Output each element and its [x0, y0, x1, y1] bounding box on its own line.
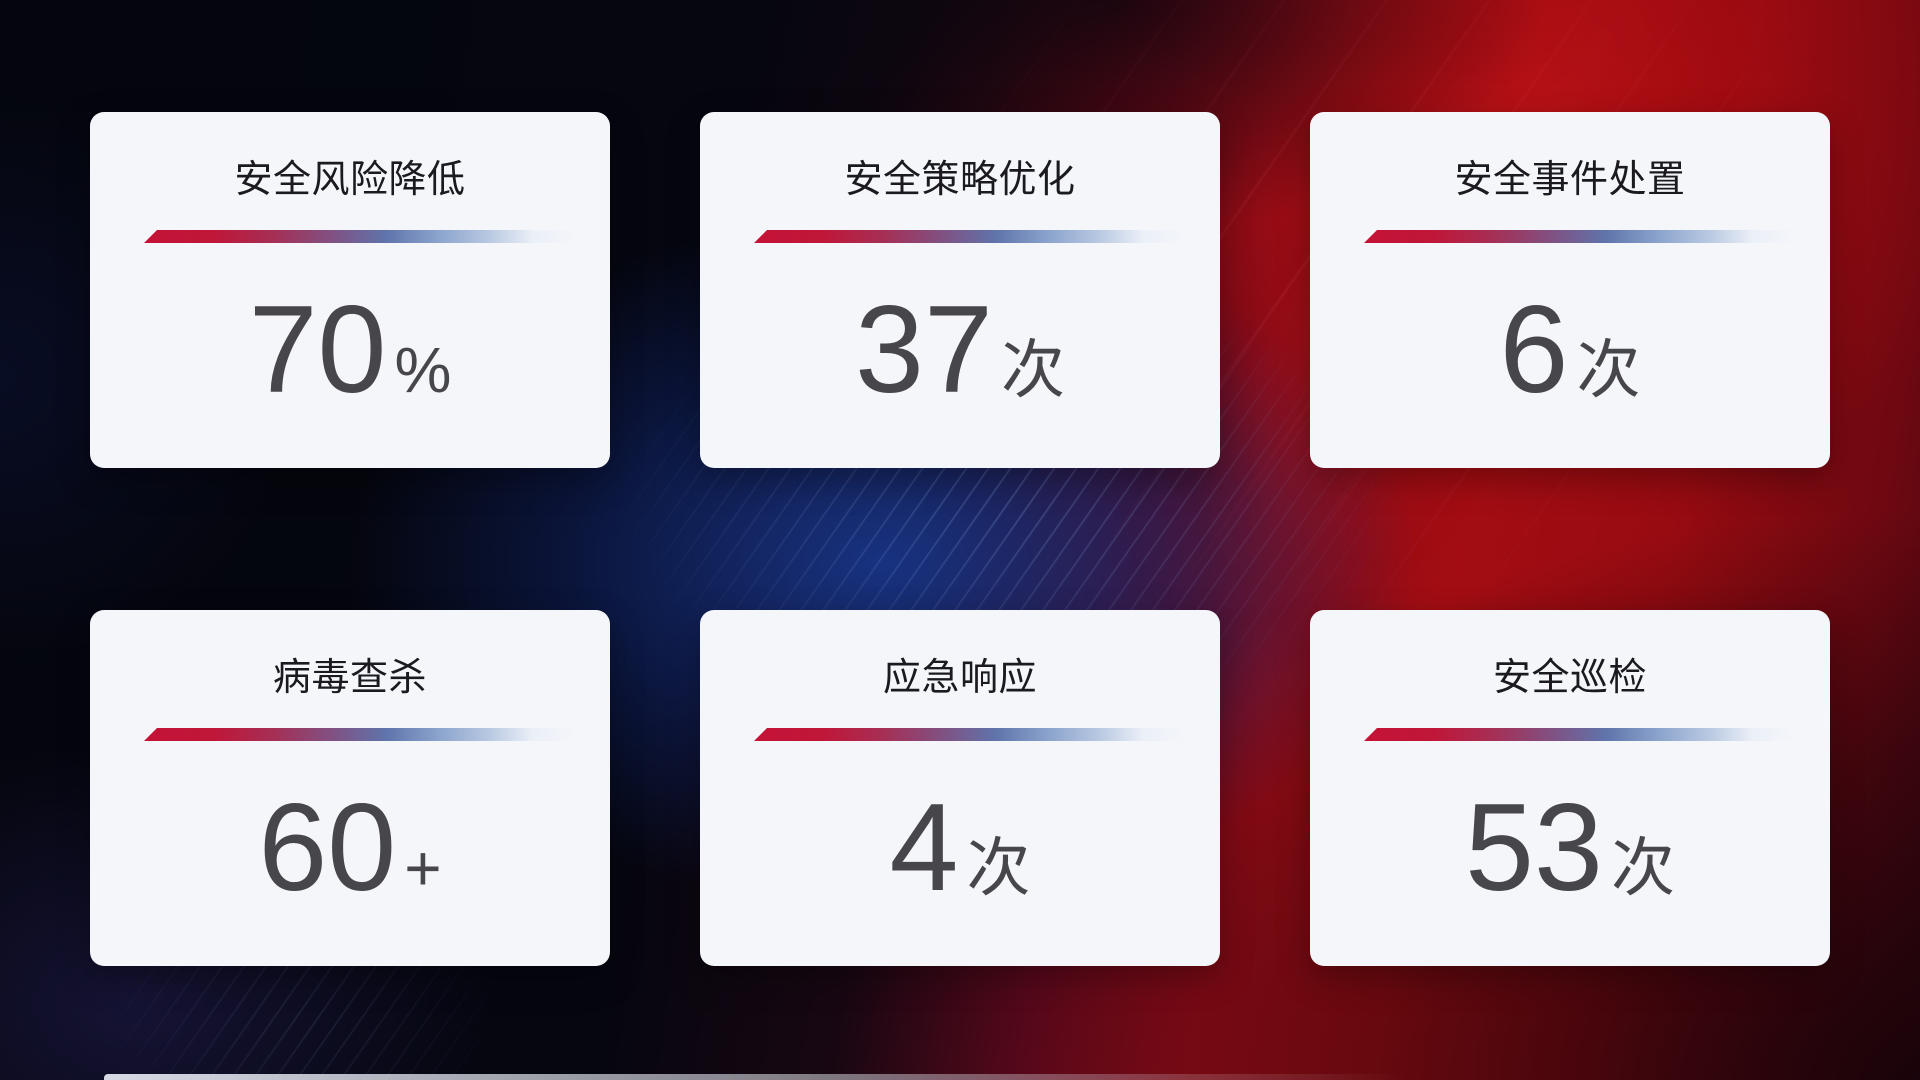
gradient-divider: [1364, 728, 1796, 741]
card-title: 安全事件处置: [1454, 159, 1686, 201]
gradient-divider: [144, 728, 576, 741]
card-title: 安全策略优化: [844, 159, 1076, 201]
gradient-divider: [144, 230, 576, 243]
stat-number: 37: [855, 281, 993, 419]
stat-number: 53: [1465, 779, 1603, 917]
stat-number: 6: [1499, 281, 1569, 419]
gradient-divider: [754, 230, 1186, 243]
stat-unit: 次: [1576, 334, 1641, 406]
stat-card-security-inspection: 安全巡检 53 次: [1310, 610, 1830, 966]
card-title: 安全风险降低: [234, 159, 466, 201]
gradient-divider: [1364, 230, 1796, 243]
card-title: 安全巡检: [1492, 657, 1647, 699]
stat-value-row: 53 次: [1310, 786, 1830, 930]
stat-unit: 次: [966, 832, 1031, 904]
stat-unit: +: [404, 832, 442, 904]
stat-card-policy-optimization: 安全策略优化 37 次: [700, 112, 1220, 468]
stat-value-row: 70%: [90, 288, 610, 432]
stat-number: 60: [258, 779, 397, 917]
stat-value-row: 60 +: [90, 786, 610, 930]
stat-unit: %: [394, 334, 452, 406]
card-title: 应急响应: [882, 657, 1037, 699]
stat-card-virus-scan: 病毒查杀 60 +: [90, 610, 610, 966]
gradient-divider: [754, 728, 1186, 741]
next-row-card-edge: [104, 1074, 1404, 1080]
stat-unit: 次: [1610, 832, 1675, 904]
stat-unit: 次: [1000, 334, 1065, 406]
stat-card-risk-reduction: 安全风险降低 70%: [90, 112, 610, 468]
stat-number: 70: [248, 281, 387, 419]
stat-number: 4: [889, 779, 959, 917]
card-title: 病毒查杀: [272, 657, 427, 699]
stat-value-row: 37 次: [700, 288, 1220, 432]
